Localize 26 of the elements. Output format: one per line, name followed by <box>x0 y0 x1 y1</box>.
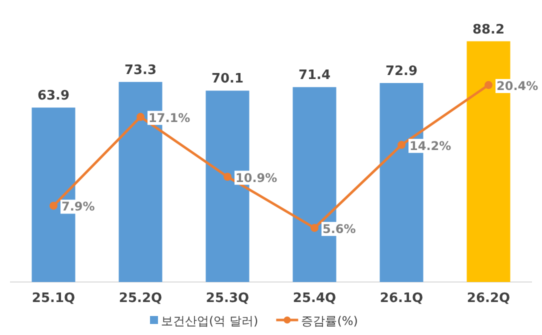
x-tick-label: 26.2Q <box>466 291 510 306</box>
point <box>310 224 318 232</box>
data-label: 88.2 <box>472 22 505 38</box>
data-label: 20.4% <box>496 79 538 94</box>
data-label: 72.9 <box>385 64 418 80</box>
data-label: 17.1% <box>148 110 190 125</box>
x-tick-label: 25.1Q <box>32 291 76 306</box>
x-tick-label: 25.2Q <box>118 291 162 306</box>
x-tick-label: 25.4Q <box>292 291 336 306</box>
x-tick-label: 26.1Q <box>380 291 424 306</box>
point <box>484 81 492 90</box>
point <box>224 172 232 181</box>
data-label: 73.3 <box>124 62 157 78</box>
point <box>50 202 58 210</box>
point <box>136 112 144 121</box>
legend-label: 보건산업(억 달러) <box>161 314 258 328</box>
point <box>398 140 406 149</box>
x-tick-label: 25.3Q <box>206 291 250 306</box>
data-label: 14.2% <box>410 138 452 153</box>
data-label: 5.6% <box>322 222 356 236</box>
data-label: 63.9 <box>37 88 70 104</box>
data-label: 70.1 <box>211 72 244 87</box>
data-label: 7.9% <box>62 200 95 214</box>
data-label: 71.4 <box>298 68 331 84</box>
data-label: 10.9% <box>236 170 278 185</box>
legend-label: 증감률(%) <box>301 314 358 328</box>
